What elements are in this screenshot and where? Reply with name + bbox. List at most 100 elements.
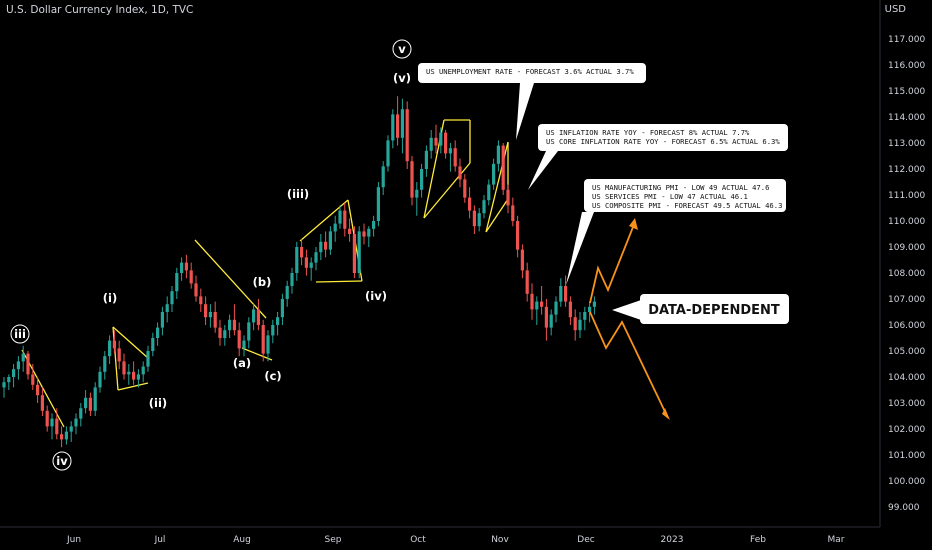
wave-label: (c) [264,369,281,383]
candle-body [160,312,164,328]
data-dependent-box [640,294,789,324]
y-tick-label: 115.000 [888,87,925,97]
candle-body [232,319,236,331]
channel-line [194,239,267,319]
y-tick-label: 100.000 [888,477,925,487]
candle-body [482,200,486,214]
candle-body [520,249,524,271]
candle-body [300,247,304,258]
x-tick-label: Jul [154,535,166,545]
y-tick-label: 111.000 [888,191,925,201]
wave-label: v [398,42,406,56]
candle-body [218,327,222,338]
candle-body [501,145,505,190]
callout-pointer [566,212,594,285]
candle-body [12,369,16,377]
candle-body [84,397,88,409]
candle-body [127,371,131,375]
candle-body [463,179,467,198]
x-tick-label: Feb [750,535,766,545]
candle-body [386,140,390,167]
candle-body [400,109,404,138]
candle-body [40,395,44,411]
currency-label: USD [884,4,906,15]
candle-body [74,418,78,427]
y-tick-label: 107.000 [888,295,925,305]
candle-body [112,340,116,349]
candle-body [60,434,64,440]
candle-body [453,148,457,167]
candle-body [36,384,40,396]
candle-body [45,410,49,427]
candle-body [180,262,184,273]
candle-body [352,234,356,273]
chart-title: U.S. Dollar Currency Index, 1D, TVC [6,4,194,16]
candle-body [588,306,592,312]
candle-body [554,301,558,315]
y-tick-label: 110.000 [888,217,925,227]
candle-body [69,426,73,432]
callout-pointer [528,151,558,190]
candle-body [343,210,347,229]
y-tick-label: 114.000 [888,113,925,123]
y-tick-label: 113.000 [888,139,925,149]
candle-body [55,418,59,435]
candle-body [396,114,400,138]
candle-body [415,189,419,198]
candle-body [592,301,596,307]
candle-body [184,262,188,271]
candle-body [304,257,308,268]
x-tick-label: 2023 [661,535,684,545]
candle-body [280,299,284,318]
candle-body [381,166,385,188]
candle-body [290,273,294,286]
x-tick-label: Dec [577,535,594,545]
candle-body [496,145,500,164]
candle-body [146,351,150,367]
callout-text: US INFLATION RATE YOY - FORECAST 8% ACTU… [546,128,750,137]
x-tick-label: Mar [828,535,845,545]
candle-body [16,361,20,370]
candle-body [170,291,174,305]
candle-body [228,319,232,331]
candle-body [204,304,208,318]
callout-pointer [516,83,534,140]
candle-body [223,330,227,338]
y-tick-label: 103.000 [888,399,925,409]
candle-body [544,306,548,328]
candle-body [64,431,68,440]
callout-box [418,63,646,83]
candle-body [511,205,515,221]
candle-body [79,408,83,419]
candle-body [559,286,563,302]
candle-body [458,166,462,180]
candle-body [367,228,371,237]
wave-circle [392,39,412,59]
candle-body [314,252,318,263]
channel-line [315,280,363,283]
candle-body [309,262,313,268]
wave-label: (iv) [365,289,387,303]
callout-box [584,179,786,212]
callout-pointer [612,300,641,320]
candle-body [93,387,97,411]
callout-text: US UNEMPLOYMENT RATE - FORECAST 3.6% ACT… [426,67,634,76]
candle-body [132,371,136,380]
candle-body [583,312,587,320]
candle-body [405,109,409,162]
y-tick-label: 102.000 [888,425,925,435]
candle-body [271,325,275,336]
y-tick-label: 105.000 [888,347,925,357]
candle-body [276,317,280,325]
candle-body [50,418,54,427]
candle-body [189,270,193,284]
candle-body [319,241,323,253]
callout-box [538,124,788,151]
candle-body [357,231,361,273]
candle-body [525,270,529,294]
x-tick-label: Oct [410,535,426,545]
wave-label: iii [14,327,26,341]
candle-body [31,374,35,385]
candle-body [540,301,544,307]
